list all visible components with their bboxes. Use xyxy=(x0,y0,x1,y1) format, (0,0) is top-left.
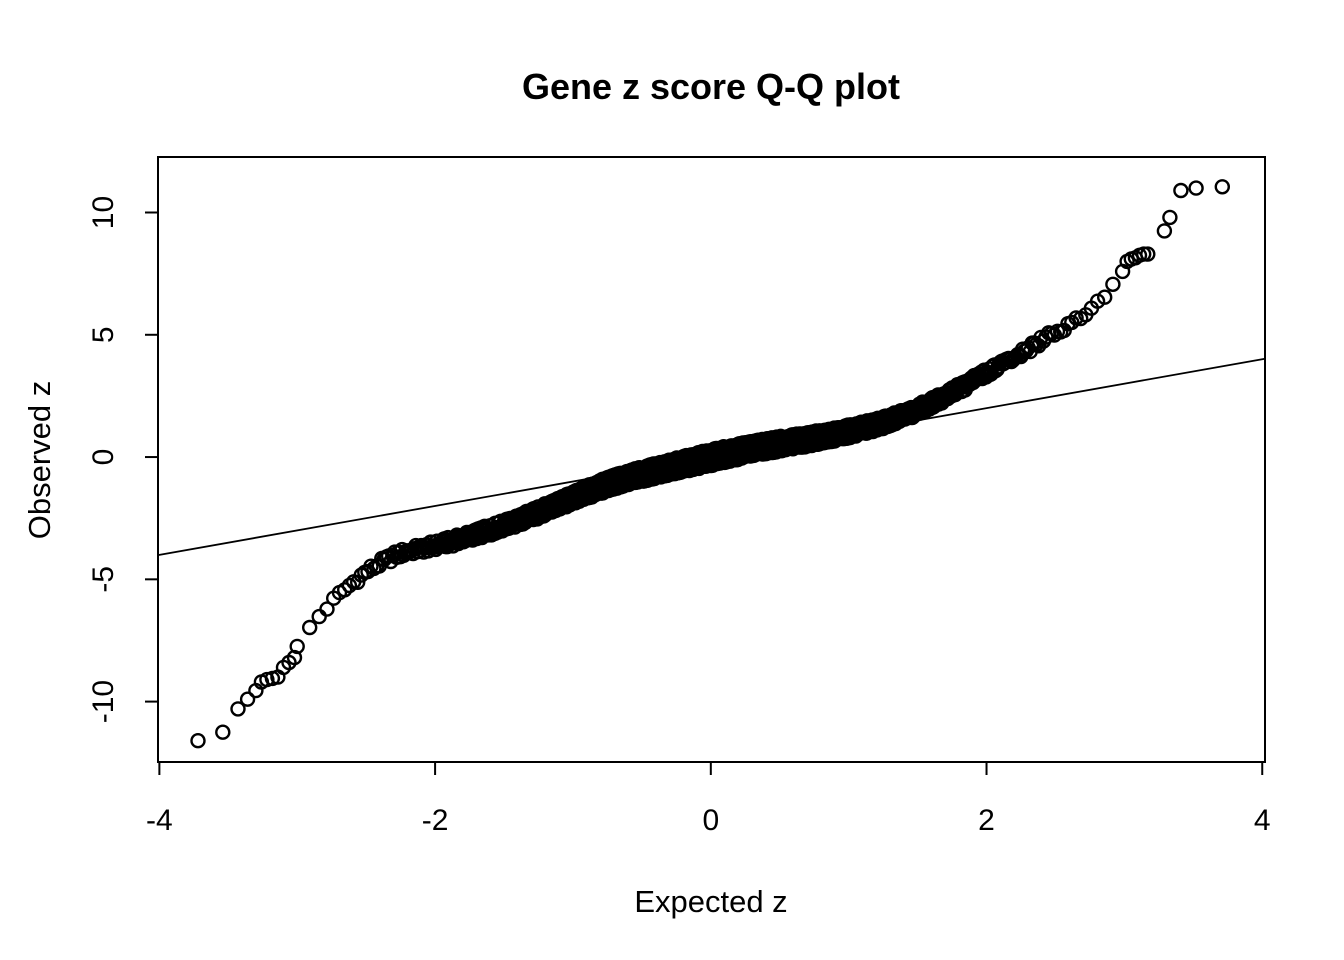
data-point xyxy=(302,619,318,636)
x-axis-label: Expected z xyxy=(634,884,787,919)
data-point xyxy=(319,601,335,617)
data-point xyxy=(1156,223,1173,239)
data-point xyxy=(363,558,379,574)
x-tick-label: 2 xyxy=(978,804,995,837)
y-tick-label: 10 xyxy=(87,196,120,229)
data-point xyxy=(190,733,206,749)
data-point xyxy=(1173,182,1189,199)
x-axis-ticks: -4 -2 0 2 4 xyxy=(146,762,1271,837)
data-point xyxy=(1162,209,1178,226)
y-tick-label: -10 xyxy=(87,680,120,723)
data-point xyxy=(1096,289,1113,305)
data-point xyxy=(341,577,358,594)
data-point xyxy=(1214,179,1231,195)
y-tick-label: 0 xyxy=(87,449,120,466)
y-tick-label: 5 xyxy=(87,326,120,343)
y-axis-ticks: -10 -5 0 5 10 xyxy=(87,196,158,723)
x-tick-label: -2 xyxy=(422,804,449,837)
data-point xyxy=(1188,180,1204,196)
data-point xyxy=(1105,276,1121,292)
data-point xyxy=(286,649,303,666)
data-point xyxy=(239,691,256,707)
data-point xyxy=(215,724,231,740)
x-tick-label: -4 xyxy=(146,804,173,837)
data-point xyxy=(350,574,366,590)
data-point xyxy=(311,608,327,625)
data-point xyxy=(230,701,246,717)
y-tick-label: -5 xyxy=(87,566,120,593)
x-tick-label: 0 xyxy=(702,804,719,837)
y-axis-label: Observed z xyxy=(22,381,57,540)
chart-title: Gene z score Q-Q plot xyxy=(522,66,900,107)
data-point xyxy=(1064,314,1080,331)
x-tick-label: 4 xyxy=(1254,804,1271,837)
data-point xyxy=(337,582,353,598)
data-point xyxy=(1140,246,1156,262)
scatter-points xyxy=(190,179,1231,749)
